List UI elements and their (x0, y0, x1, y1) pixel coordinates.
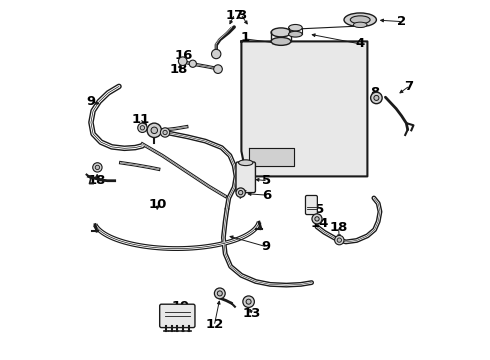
Circle shape (212, 49, 221, 59)
Circle shape (370, 92, 382, 104)
Circle shape (312, 214, 322, 224)
Text: 7: 7 (404, 80, 414, 93)
Circle shape (214, 65, 222, 73)
Circle shape (151, 127, 157, 134)
Text: 17: 17 (225, 9, 244, 22)
Ellipse shape (289, 24, 302, 31)
Circle shape (160, 128, 170, 137)
Circle shape (189, 60, 196, 67)
Text: 9: 9 (86, 95, 96, 108)
Text: 14: 14 (311, 217, 329, 230)
Text: 6: 6 (262, 189, 271, 202)
Circle shape (217, 291, 222, 296)
Circle shape (337, 238, 342, 242)
Circle shape (215, 288, 225, 299)
Text: 11: 11 (131, 113, 150, 126)
Circle shape (95, 165, 99, 170)
Polygon shape (248, 148, 294, 166)
Text: 18: 18 (329, 221, 348, 234)
Text: 13: 13 (243, 307, 261, 320)
Circle shape (140, 126, 145, 130)
Text: 12: 12 (205, 318, 223, 331)
Text: 5: 5 (262, 174, 271, 187)
Text: 9: 9 (261, 240, 270, 253)
Circle shape (93, 163, 102, 172)
Text: 18: 18 (88, 174, 106, 186)
Circle shape (147, 123, 162, 138)
Circle shape (243, 296, 254, 307)
Circle shape (335, 235, 344, 245)
Text: 1: 1 (241, 31, 249, 44)
Ellipse shape (239, 160, 253, 166)
Ellipse shape (289, 31, 302, 37)
Ellipse shape (271, 28, 291, 37)
Circle shape (138, 123, 147, 132)
Text: 18: 18 (169, 63, 188, 76)
Ellipse shape (353, 22, 367, 28)
Circle shape (315, 217, 319, 221)
Ellipse shape (271, 37, 291, 45)
Text: 15: 15 (306, 203, 324, 216)
FancyBboxPatch shape (305, 195, 318, 215)
Text: 16: 16 (174, 49, 193, 62)
FancyBboxPatch shape (160, 304, 195, 328)
Circle shape (374, 95, 379, 100)
Circle shape (236, 188, 245, 197)
Circle shape (246, 299, 251, 304)
Ellipse shape (350, 16, 370, 24)
Text: 3: 3 (237, 9, 246, 22)
Text: 10: 10 (148, 198, 167, 211)
Polygon shape (242, 41, 368, 176)
Text: 2: 2 (397, 15, 406, 28)
Text: 8: 8 (370, 86, 379, 99)
Text: 4: 4 (356, 37, 365, 50)
Circle shape (239, 190, 243, 195)
Circle shape (178, 57, 187, 66)
FancyBboxPatch shape (236, 162, 255, 193)
Text: 19: 19 (171, 300, 189, 313)
Circle shape (163, 130, 167, 135)
Ellipse shape (344, 13, 376, 27)
